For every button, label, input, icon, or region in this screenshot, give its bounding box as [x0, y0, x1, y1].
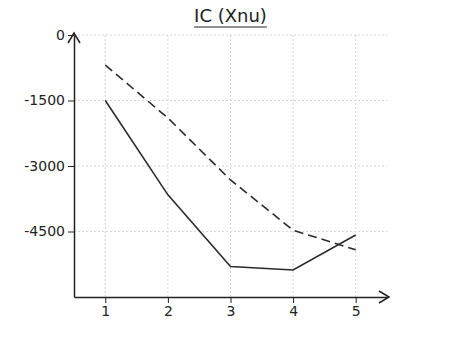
tick-mark	[68, 166, 74, 167]
tick-label: 4	[289, 303, 298, 319]
tick-label: -4500	[24, 223, 65, 239]
y-axis: 0 -1500 -3000 -4500	[24, 27, 74, 298]
title-underline	[194, 26, 267, 27]
tick: -1500	[24, 92, 74, 108]
tick: 2	[164, 297, 173, 319]
grid	[74, 35, 387, 297]
tick: -3000	[24, 158, 74, 174]
tick: -4500	[24, 223, 74, 239]
grid-line	[230, 35, 231, 297]
plot: 1 2 3 4 5 0 -1500 -3000 -4500	[24, 27, 389, 319]
tick: 4	[289, 297, 298, 319]
x-axis: 1 2 3 4 5	[75, 297, 388, 319]
axis-arrow	[379, 291, 389, 303]
tick-mark	[68, 101, 74, 102]
tick-label: -1500	[24, 92, 65, 108]
grid-line	[105, 35, 106, 297]
tick-label: 5	[352, 303, 361, 319]
series-line	[105, 65, 355, 250]
grid-line	[355, 35, 356, 297]
axis-arrow	[68, 33, 80, 43]
series-line	[105, 101, 355, 270]
tick: 3	[227, 297, 236, 319]
tick-mark	[68, 232, 74, 233]
tick-label: 3	[227, 303, 236, 319]
tick: 0	[56, 27, 74, 43]
chart-title: IC (Xnu)	[194, 5, 267, 26]
tick-label: 2	[164, 303, 173, 319]
tick: 5	[352, 297, 361, 319]
tick-label: 1	[101, 303, 110, 319]
tick: 1	[101, 297, 110, 319]
tick-label: -3000	[24, 158, 65, 174]
grid-line	[74, 166, 387, 167]
grid-line	[167, 35, 168, 297]
grid-line	[293, 35, 294, 297]
lines	[105, 65, 355, 270]
tick-label: 0	[56, 27, 65, 43]
